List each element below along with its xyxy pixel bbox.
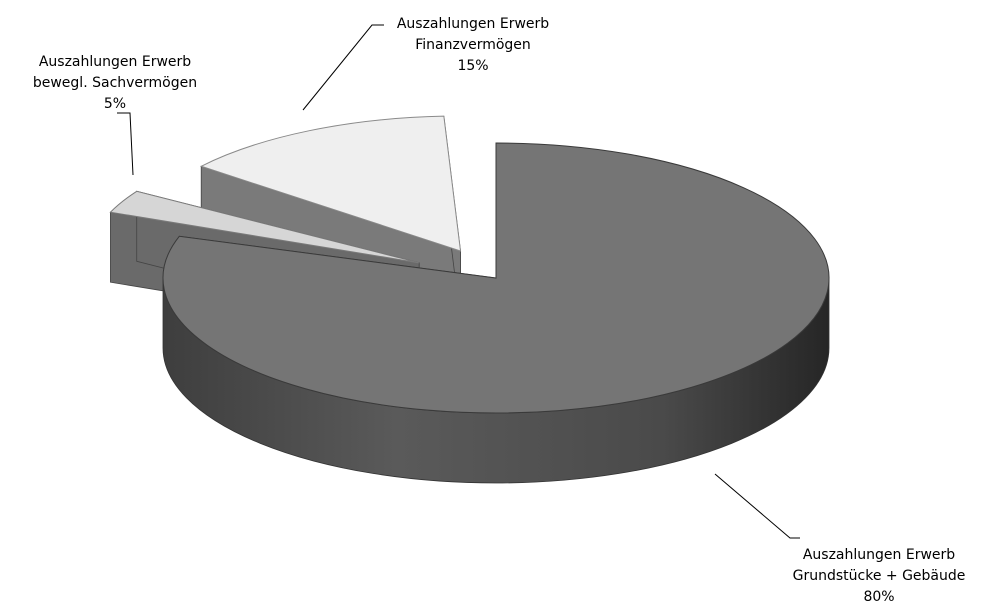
leader-line-finanzvermoegen [302, 24, 384, 111]
slice-label-finanzvermoegen: Auszahlungen Erwerb Finanzvermögen 15% [358, 14, 588, 77]
slice-percent-label: 80% [863, 589, 895, 605]
slice-label-line2: bewegl. Sachvermögen [32, 75, 198, 91]
leader-line-sachvermoegen [117, 112, 134, 176]
leader-line-grundstuecke [714, 473, 800, 539]
slice-label-line2: Grundstücke + Gebäude [792, 568, 966, 584]
slice-label-grundstuecke: Auszahlungen Erwerb Grundstücke + Gebäud… [752, 545, 991, 608]
pie-chart [109, 24, 830, 539]
slice-percent-label: 15% [457, 58, 489, 74]
slice-label-line1: Auszahlungen Erwerb [38, 54, 192, 70]
slice-label-line1: Auszahlungen Erwerb [396, 16, 550, 32]
slice-label-line2: Finanzvermögen [415, 37, 531, 53]
slice-label-sachvermoegen: Auszahlungen Erwerb bewegl. Sachvermögen… [5, 52, 225, 115]
pie-slice-grundstuecke [162, 142, 830, 484]
slice-percent-label: 5% [103, 96, 127, 112]
slice-label-line1: Auszahlungen Erwerb [802, 547, 956, 563]
